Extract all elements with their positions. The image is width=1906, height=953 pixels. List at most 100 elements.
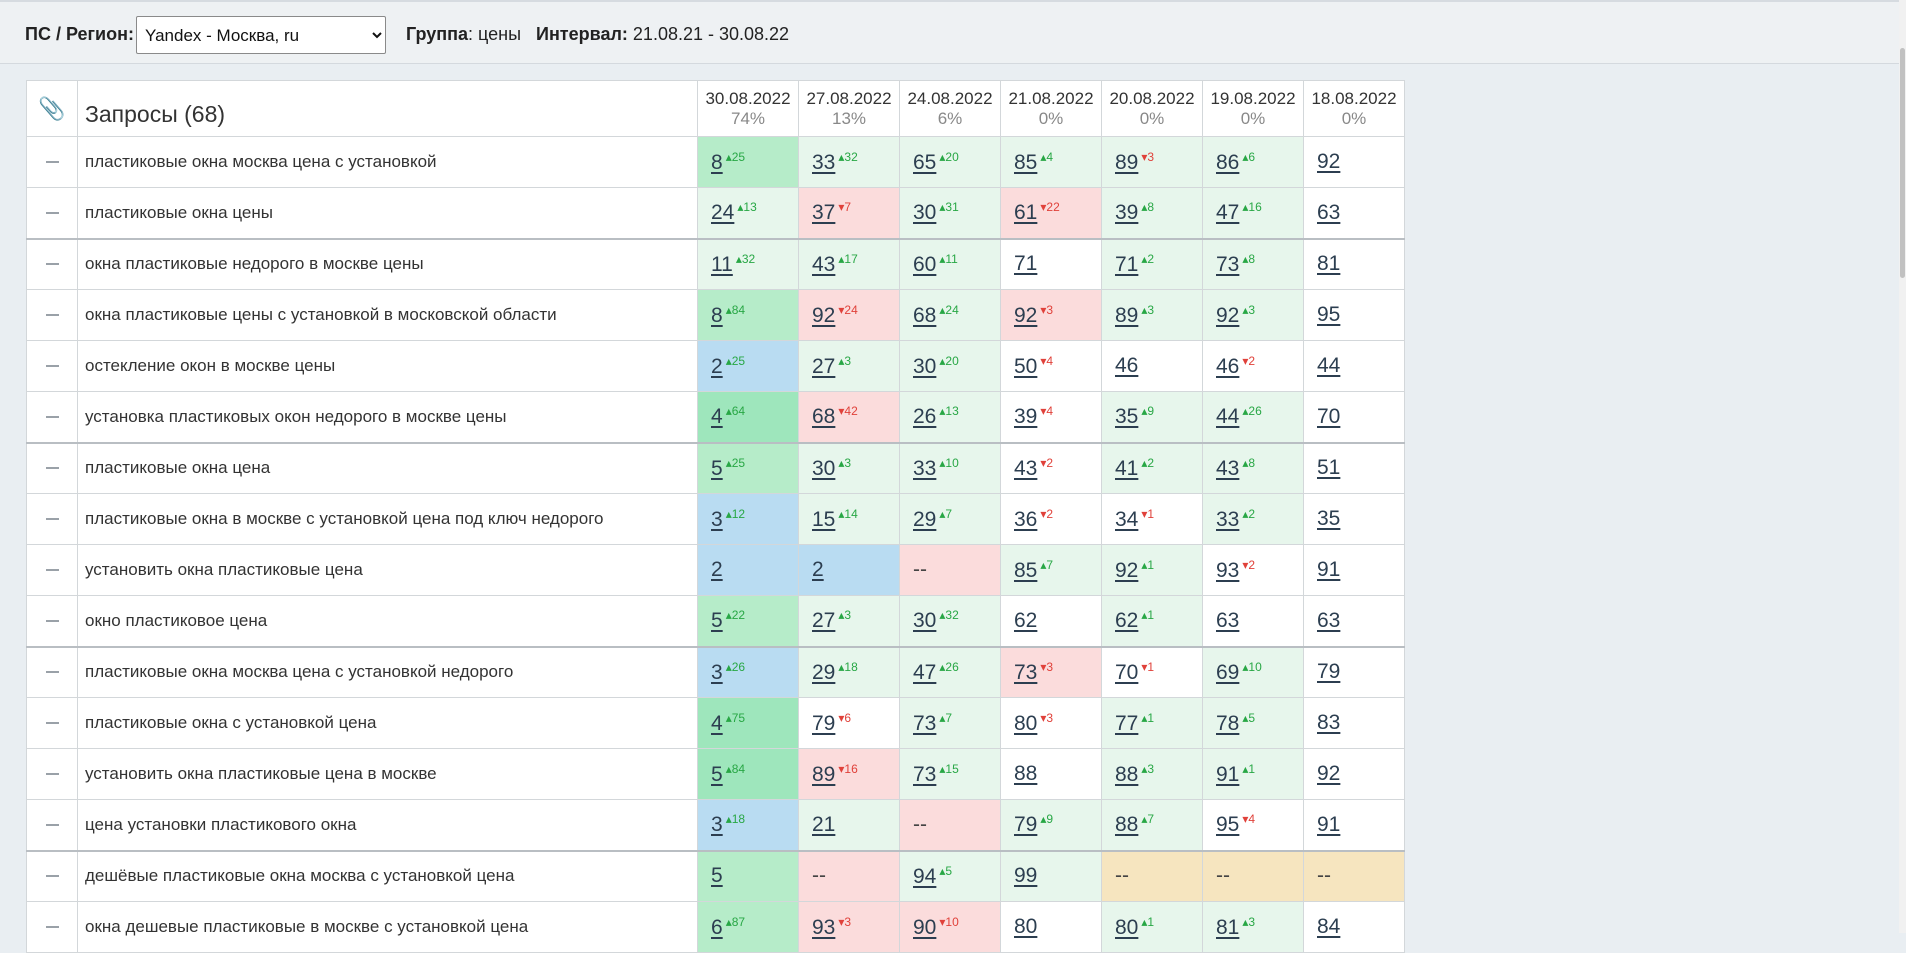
position-link[interactable]: 2 — [711, 354, 723, 378]
position-link[interactable]: 47 — [913, 660, 937, 684]
minus-icon[interactable] — [45, 925, 59, 928]
minus-icon[interactable] — [45, 364, 59, 367]
position-link[interactable]: 46 — [1216, 354, 1240, 378]
position-link[interactable]: 4 — [711, 405, 723, 429]
position-link[interactable]: 85 — [1014, 558, 1038, 582]
position-link[interactable]: 29 — [913, 507, 937, 531]
row-toggle-cell[interactable] — [26, 748, 78, 800]
queries-title[interactable]: Запросы (68) — [77, 80, 698, 137]
position-link[interactable]: 65 — [913, 150, 937, 174]
minus-icon[interactable] — [45, 160, 59, 163]
position-link[interactable]: 92 — [1115, 558, 1139, 582]
position-link[interactable]: 43 — [1216, 456, 1240, 480]
date-header[interactable]: 24.08.2022 6% — [899, 80, 1001, 137]
position-link[interactable]: 93 — [1216, 558, 1240, 582]
position-link[interactable]: 79 — [1014, 813, 1038, 837]
position-link[interactable]: 11 — [711, 252, 733, 276]
position-link[interactable]: 92 — [1317, 762, 1341, 785]
position-link[interactable]: 6 — [711, 915, 723, 939]
position-link[interactable]: 63 — [1317, 200, 1341, 224]
position-link[interactable]: 39 — [1014, 405, 1038, 429]
position-link[interactable]: 2 — [812, 558, 824, 581]
date-header[interactable]: 18.08.2022 0% — [1303, 80, 1405, 137]
position-link[interactable]: 35 — [1115, 405, 1139, 429]
position-link[interactable]: 95 — [1216, 813, 1240, 837]
row-toggle-cell[interactable] — [26, 645, 78, 698]
minus-icon[interactable] — [45, 619, 59, 622]
row-toggle-cell[interactable] — [26, 187, 78, 239]
position-link[interactable]: 46 — [1115, 354, 1139, 377]
row-toggle-cell[interactable] — [26, 391, 78, 443]
position-link[interactable]: 44 — [1216, 405, 1240, 429]
position-link[interactable]: 73 — [913, 762, 937, 786]
position-link[interactable]: 5 — [711, 864, 723, 888]
position-link[interactable]: 89 — [812, 762, 836, 786]
minus-icon[interactable] — [45, 772, 59, 775]
minus-icon[interactable] — [45, 721, 59, 724]
position-link[interactable]: 81 — [1216, 915, 1240, 939]
position-link[interactable]: 63 — [1216, 608, 1240, 632]
position-link[interactable]: 68 — [812, 405, 836, 429]
position-link[interactable]: 90 — [913, 915, 937, 939]
position-link[interactable]: 33 — [1216, 507, 1240, 531]
position-link[interactable]: 30 — [913, 609, 937, 633]
position-link[interactable]: 27 — [812, 609, 836, 633]
scrollbar[interactable] — [1899, 0, 1906, 933]
minus-icon[interactable] — [45, 467, 59, 470]
date-header[interactable]: 27.08.2022 13% — [798, 80, 900, 137]
position-link[interactable]: 73 — [1014, 660, 1038, 684]
date-header[interactable]: 20.08.2022 0% — [1101, 80, 1203, 137]
position-link[interactable]: 37 — [812, 201, 836, 225]
position-link[interactable]: 39 — [1115, 201, 1139, 225]
position-link[interactable]: 69 — [1216, 660, 1240, 684]
row-toggle-cell[interactable] — [26, 697, 78, 749]
position-link[interactable]: 92 — [1216, 303, 1240, 327]
position-link[interactable]: 3 — [711, 660, 723, 684]
position-link[interactable]: 73 — [913, 711, 937, 735]
minus-icon[interactable] — [45, 517, 59, 520]
position-link[interactable]: 36 — [1014, 507, 1038, 531]
minus-icon[interactable] — [45, 823, 59, 826]
position-link[interactable]: 91 — [1317, 812, 1341, 836]
position-link[interactable]: 81 — [1317, 252, 1341, 276]
position-link[interactable]: 79 — [812, 711, 836, 735]
minus-icon[interactable] — [45, 875, 59, 878]
position-link[interactable]: 8 — [711, 150, 723, 174]
position-link[interactable]: 70 — [1115, 660, 1139, 684]
position-link[interactable]: 73 — [1216, 252, 1240, 276]
position-link[interactable]: 88 — [1014, 762, 1038, 785]
position-link[interactable]: 62 — [1115, 609, 1139, 633]
position-link[interactable]: 84 — [1317, 915, 1341, 938]
scrollbar-thumb[interactable] — [1900, 48, 1905, 278]
paperclip-icon[interactable]: 📎 — [38, 95, 66, 121]
date-header[interactable]: 30.08.2022 74% — [697, 80, 799, 137]
position-link[interactable]: 50 — [1014, 354, 1038, 378]
position-link[interactable]: 71 — [1014, 252, 1038, 276]
row-toggle-cell[interactable] — [26, 901, 78, 953]
position-link[interactable]: 30 — [913, 201, 937, 225]
position-link[interactable]: 30 — [913, 354, 937, 378]
position-link[interactable]: 24 — [711, 201, 735, 225]
position-link[interactable]: 61 — [1014, 201, 1038, 225]
row-toggle-cell[interactable] — [26, 493, 78, 545]
position-link[interactable]: 99 — [1014, 864, 1038, 888]
position-link[interactable]: 63 — [1317, 608, 1341, 632]
position-link[interactable]: 86 — [1216, 150, 1240, 174]
row-toggle-cell[interactable] — [26, 237, 78, 290]
row-toggle-cell[interactable] — [26, 849, 78, 902]
position-link[interactable]: 47 — [1216, 201, 1240, 225]
position-link[interactable]: 91 — [1216, 762, 1240, 786]
position-link[interactable]: 5 — [711, 609, 723, 633]
position-link[interactable]: 33 — [812, 150, 836, 174]
position-link[interactable]: 88 — [1115, 813, 1139, 837]
position-link[interactable]: 27 — [812, 354, 836, 378]
minus-icon[interactable] — [45, 263, 59, 266]
position-link[interactable]: 70 — [1317, 404, 1341, 428]
position-link[interactable]: 8 — [711, 303, 723, 327]
position-link[interactable]: 78 — [1216, 711, 1240, 735]
position-link[interactable]: 41 — [1115, 456, 1139, 480]
position-link[interactable]: 85 — [1014, 150, 1038, 174]
row-toggle-cell[interactable] — [26, 595, 78, 647]
position-link[interactable]: 34 — [1115, 507, 1139, 531]
position-link[interactable]: 5 — [711, 762, 723, 786]
